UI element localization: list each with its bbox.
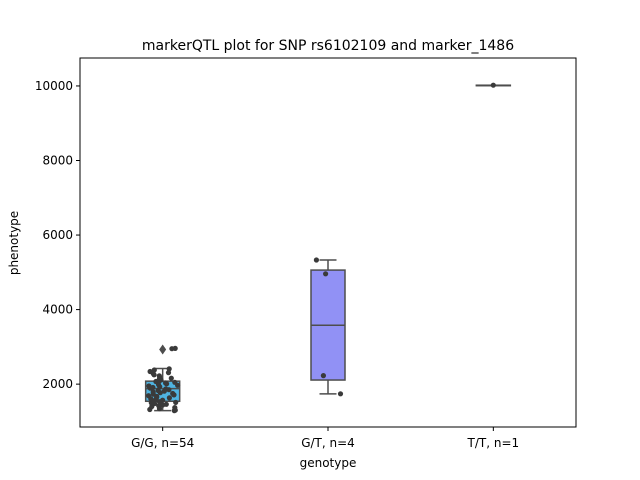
data-point [337,391,344,397]
data-point [146,383,152,389]
data-point [160,397,166,403]
data-point [147,368,153,375]
x-tick-label: G/G, n=54 [131,436,194,450]
data-point [173,399,179,405]
data-point [168,375,174,381]
data-point [323,271,329,277]
data-point [166,366,172,372]
box-group [144,84,512,412]
data-point [166,395,172,401]
data-point [151,367,157,373]
x-axis: G/G, n=54 G/T, n=4 T/T, n=1 [131,427,519,450]
y-tick-label: 6000 [42,228,73,242]
chart-title: markerQTL plot for SNP rs6102109 and mar… [142,38,514,54]
data-point [150,384,156,391]
data-point [146,393,152,399]
y-tick-label: 10000 [35,79,73,93]
data-point [172,379,178,385]
x-axis-label: genotype [300,456,357,470]
data-point [320,373,326,379]
y-tick-label: 8000 [42,154,73,168]
data-point [163,386,169,392]
data-point [156,373,162,379]
y-tick-label: 4000 [42,303,73,317]
data-point [490,82,496,88]
data-point [163,380,169,386]
data-point [156,403,162,409]
outlier-marker [159,344,167,355]
jitter-points [146,82,496,414]
x-tick-label: G/T, n=4 [301,436,355,450]
data-point [313,257,319,263]
data-point [170,390,176,397]
x-tick-label: T/T, n=1 [467,436,520,450]
data-point [172,345,178,351]
data-point [172,405,178,411]
y-tick-label: 2000 [42,377,73,391]
data-point [150,389,156,395]
y-axis-label: phenotype [7,211,21,275]
data-point [163,401,169,407]
y-axis: 2000 4000 6000 8000 10000 [35,79,80,391]
